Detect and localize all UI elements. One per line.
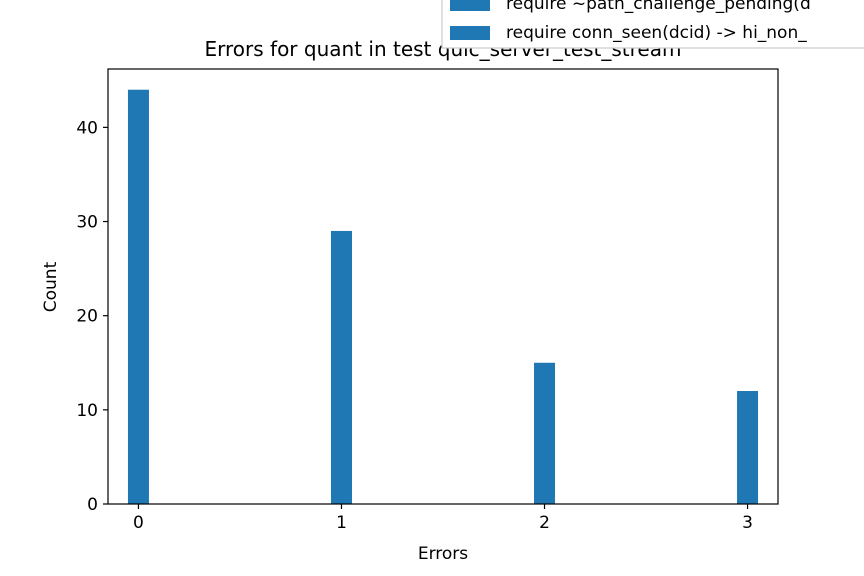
legend-label: require ~path_challenge_pending(d: [506, 0, 811, 14]
y-tick-label: 10: [76, 401, 98, 421]
y-tick-label: 0: [87, 495, 98, 515]
bar-series-1-x-2: [534, 362, 556, 504]
x-tick-label: 1: [336, 513, 347, 533]
x-tick-label: 0: [133, 513, 144, 533]
x-axis-label: Errors: [418, 544, 468, 564]
x-tick-label: 3: [742, 513, 753, 533]
legend-box: [441, 0, 864, 49]
y-tick-label: 40: [76, 118, 98, 138]
legend-label: require conn_seen(dcid) -> hi_non_: [506, 23, 807, 43]
bar-series-1-x-3: [737, 391, 759, 504]
bar-series-0-x-0: [127, 89, 149, 504]
y-tick-label: 30: [76, 213, 98, 233]
legend-swatch: [450, 26, 490, 40]
y-tick-label: 20: [76, 307, 98, 327]
legend: require ~path_challenge_pending(drequire…: [441, 0, 864, 49]
y-axis-label: Count: [41, 261, 61, 312]
axes-frame: [107, 68, 779, 505]
x-tick-label: 2: [539, 513, 550, 533]
legend-swatch: [450, 0, 490, 11]
bar-series-1-x-1: [330, 230, 352, 504]
